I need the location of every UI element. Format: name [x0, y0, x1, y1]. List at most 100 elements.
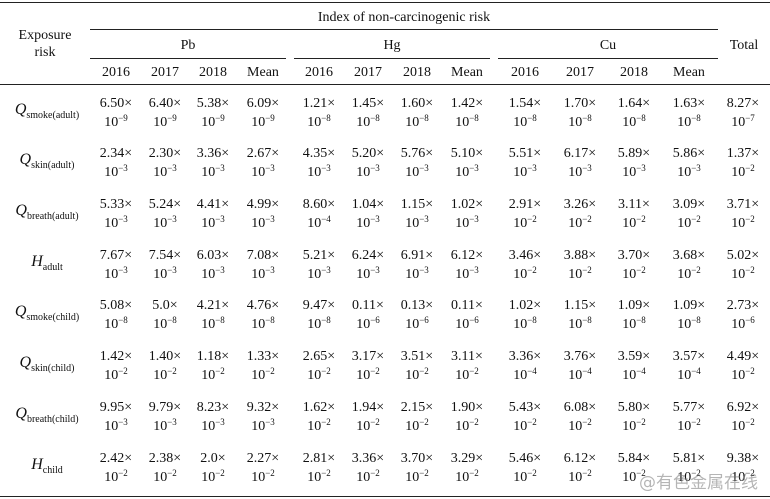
- cell-mantissa: 6.12: [450, 248, 476, 263]
- metal-pb: Pb: [180, 38, 196, 53]
- row-label-symbol: Q: [19, 151, 32, 168]
- table-cell: 5.38× 10−9: [185, 94, 241, 132]
- cell-exponent: −3: [118, 265, 128, 275]
- table-cell: 3.11× 10−2: [606, 195, 662, 233]
- times-sign: ×: [169, 298, 178, 313]
- cell-exponent: −2: [469, 366, 479, 376]
- table-cell: 1.02× 10−3: [439, 195, 495, 233]
- cell-exponent-line: 10−3: [661, 163, 717, 182]
- cell-exponent-line: 10−3: [137, 214, 193, 233]
- cell-exponent-line: 10−3: [439, 163, 495, 182]
- cell-exponent-line: 10−6: [439, 315, 495, 334]
- table-cell: 5.33× 10−3: [88, 195, 144, 233]
- base-ten: 10: [307, 317, 322, 332]
- times-sign: ×: [271, 400, 280, 415]
- cell-exponent: −9: [167, 113, 177, 123]
- row-label-symbol: Q: [15, 405, 27, 422]
- cell-exponent-line: 10−2: [661, 214, 717, 233]
- year-header: Mean: [247, 65, 279, 80]
- cell-exponent: −3: [265, 214, 275, 224]
- cell-exponent-line: 10−2: [235, 366, 291, 385]
- table-cell: 2.27× 10−2: [235, 449, 291, 487]
- cell-mantissa-line: 1.15×: [552, 296, 608, 315]
- table-cell: 4.41× 10−3: [185, 195, 241, 233]
- base-ten: 10: [677, 165, 692, 180]
- table-cell: 1.09× 10−8: [661, 296, 717, 334]
- table-cell: 6.92× 10−2: [715, 398, 770, 436]
- cell-exponent: −3: [265, 163, 275, 173]
- table-cell: 6.12× 10−3: [439, 246, 495, 284]
- cell-exponent: −2: [419, 366, 429, 376]
- cell-exponent-line: 10−2: [497, 468, 553, 487]
- cell-exponent: −6: [469, 315, 479, 325]
- cell-exponent: −3: [167, 214, 177, 224]
- times-sign: ×: [173, 349, 182, 364]
- cell-mantissa: 2.34: [99, 146, 125, 161]
- base-ten: 10: [356, 368, 371, 383]
- cell-mantissa-line: 4.21×: [185, 296, 241, 315]
- times-sign: ×: [642, 451, 651, 466]
- row-label: Qbreath(child): [8, 405, 86, 425]
- base-ten: 10: [405, 267, 420, 282]
- base-ten: 10: [153, 267, 168, 282]
- times-sign: ×: [173, 146, 182, 161]
- cell-mantissa-line: 3.36×: [340, 449, 396, 468]
- cell-exponent: −2: [745, 214, 755, 224]
- times-sign: ×: [533, 248, 542, 263]
- cell-mantissa: 3.11: [618, 197, 643, 212]
- times-sign: ×: [642, 400, 651, 415]
- times-sign: ×: [271, 146, 280, 161]
- cell-mantissa: 1.62: [302, 400, 328, 415]
- cell-exponent-line: 10−8: [137, 315, 193, 334]
- cell-mantissa: 1.33: [246, 349, 272, 364]
- cell-mantissa-line: 1.04×: [340, 195, 396, 214]
- cell-mantissa-line: 1.45×: [340, 94, 396, 113]
- cell-exponent-line: 10−3: [235, 214, 291, 233]
- table-cell: 3.70× 10−2: [606, 246, 662, 284]
- cell-exponent-line: 10−2: [340, 468, 396, 487]
- cell-mantissa: 1.09: [617, 298, 643, 313]
- cell-mantissa: 9.47: [302, 298, 328, 313]
- cell-mantissa-line: 3.36×: [497, 347, 553, 366]
- table-cell: 2.67× 10−3: [235, 144, 291, 182]
- cell-mantissa-line: 2.81×: [291, 449, 347, 468]
- times-sign: ×: [221, 349, 230, 364]
- times-sign: ×: [271, 197, 280, 212]
- table-cell: 2.81× 10−2: [291, 449, 347, 487]
- times-sign: ×: [588, 349, 597, 364]
- cell-mantissa-line: 2.91×: [497, 195, 553, 214]
- cell-exponent: −4: [582, 366, 592, 376]
- base-ten: 10: [455, 115, 470, 130]
- times-sign: ×: [697, 298, 706, 313]
- times-sign: ×: [327, 248, 336, 263]
- cell-exponent-line: 10−2: [606, 265, 662, 284]
- row-label-subscript: skin(adult): [31, 160, 75, 171]
- cell-mantissa-line: 5.43×: [497, 398, 553, 417]
- cell-mantissa: 5.86: [672, 146, 698, 161]
- times-sign: ×: [425, 298, 434, 313]
- table-cell: 6.09× 10−9: [235, 94, 291, 132]
- cell-mantissa-line: 1.02×: [497, 296, 553, 315]
- times-sign: ×: [376, 248, 385, 263]
- cell-mantissa-line: 5.86×: [661, 144, 717, 163]
- cell-mantissa-line: 3.76×: [552, 347, 608, 366]
- times-sign: ×: [475, 349, 483, 364]
- cell-mantissa: 1.21: [302, 96, 328, 111]
- base-ten: 10: [201, 165, 216, 180]
- cell-mantissa-line: 1.63×: [661, 94, 717, 113]
- cell-exponent: −2: [582, 468, 592, 478]
- cell-mantissa: 6.09: [246, 96, 272, 111]
- table-cell: 5.80× 10−2: [606, 398, 662, 436]
- cell-mantissa-line: 2.27×: [235, 449, 291, 468]
- cell-exponent: −3: [527, 163, 537, 173]
- times-sign: ×: [642, 248, 651, 263]
- base-ten: 10: [455, 216, 470, 231]
- cell-mantissa-line: 1.42×: [439, 94, 495, 113]
- times-sign: ×: [124, 197, 133, 212]
- times-sign: ×: [697, 248, 706, 263]
- cell-exponent: −8: [527, 315, 537, 325]
- cell-exponent-line: 10−3: [340, 163, 396, 182]
- cell-mantissa: 5.21: [302, 248, 328, 263]
- table-cell: 1.63× 10−8: [661, 94, 717, 132]
- cell-exponent-line: 10−2: [137, 366, 193, 385]
